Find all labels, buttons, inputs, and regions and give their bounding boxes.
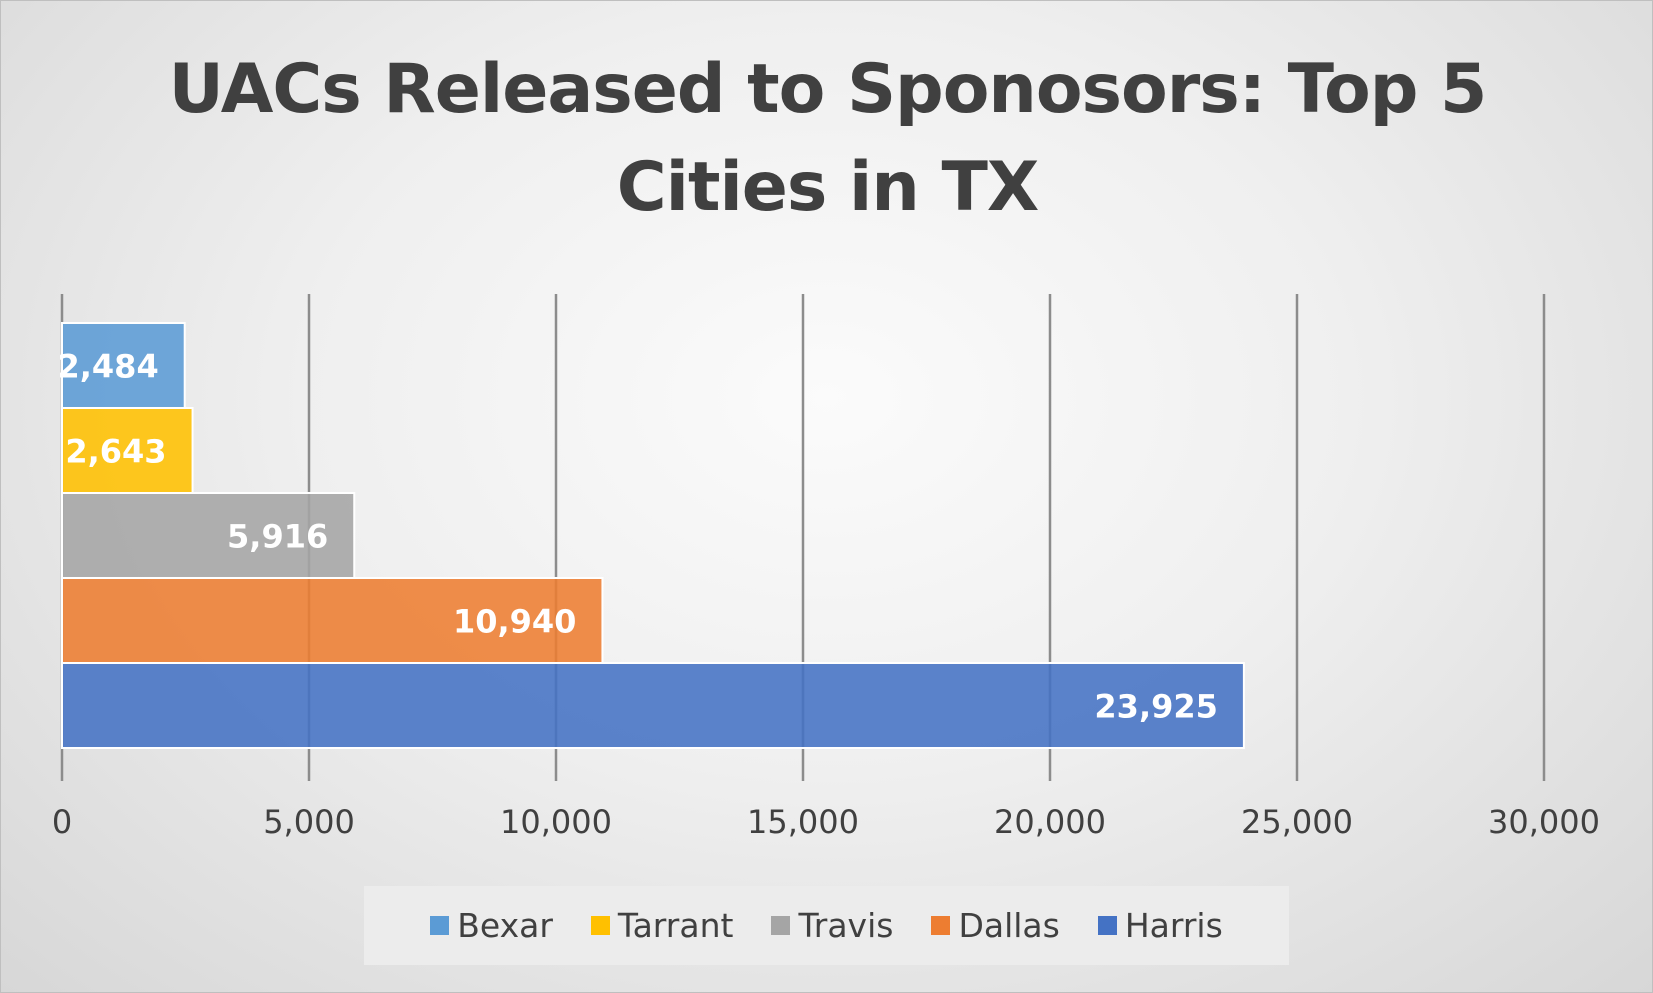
x-tick-label: 30,000 (1488, 803, 1600, 841)
data-label-harris: 23,925 (1094, 688, 1217, 726)
legend-label: Dallas (958, 906, 1060, 945)
x-tick-label: 10,000 (500, 803, 612, 841)
legend-swatch (1097, 916, 1117, 935)
data-label-tarrant: 2,643 (65, 433, 166, 471)
legend-swatch (590, 916, 610, 935)
bar-travis (61, 492, 356, 579)
x-tick-label: 5,000 (263, 803, 355, 841)
bar-harris (61, 662, 1245, 749)
x-tick-label: 25,000 (1241, 803, 1353, 841)
chart-title: UACs Released to Sponosors: Top 5 Cities… (168, 50, 1488, 227)
legend-swatch (430, 916, 450, 935)
legend-item-travis: Travis (771, 906, 893, 945)
legend-label: Harris (1124, 906, 1223, 945)
legend: Bexar Tarrant Travis Dallas Harris (364, 886, 1289, 965)
legend-swatch (931, 916, 951, 935)
data-label-travis: 5,916 (227, 518, 328, 556)
data-label-bexar: 2,484 (57, 348, 158, 386)
legend-item-bexar: Bexar (430, 906, 553, 945)
legend-swatch (771, 916, 791, 935)
bar-bexar (61, 322, 186, 409)
legend-label: Bexar (457, 906, 553, 945)
legend-item-tarrant: Tarrant (590, 906, 734, 945)
legend-label: Travis (798, 906, 894, 945)
x-tick-label: 15,000 (747, 803, 859, 841)
x-tick-label: 0 (52, 803, 72, 841)
legend-item-dallas: Dallas (931, 906, 1060, 945)
x-tick-label: 20,000 (994, 803, 1106, 841)
data-label-dallas: 10,940 (453, 603, 576, 641)
legend-label: Tarrant (617, 906, 734, 945)
legend-item-harris: Harris (1097, 906, 1223, 945)
